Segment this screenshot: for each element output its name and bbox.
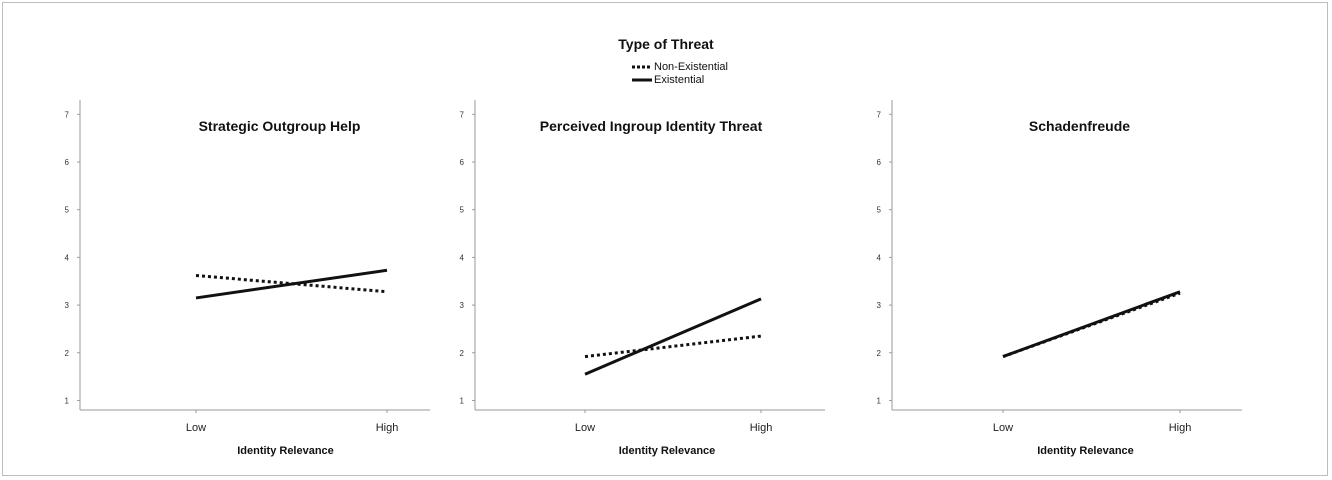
panel-3-title: Schadenfreude xyxy=(1029,118,1130,134)
panel-1-y-tick-label: 7 xyxy=(65,110,70,119)
legend: Type of Threat Non-Existential Existenti… xyxy=(0,36,1332,96)
panel-1-y-tick-label: 2 xyxy=(65,349,70,358)
panel-2-title: Perceived Ingroup Identity Threat xyxy=(540,118,763,134)
panel-2-y-tick-label: 6 xyxy=(460,158,465,167)
legend-title: Type of Threat xyxy=(618,36,714,52)
panel-3-y-tick-label: 5 xyxy=(877,206,882,215)
panel-1-y-tick-label: 5 xyxy=(65,206,70,215)
panel-3-series-existential xyxy=(1002,290,1181,358)
panel-3-y-tick-label: 1 xyxy=(877,396,882,405)
panel-2-y-tick-label: 7 xyxy=(460,110,465,119)
panel-2-y-tick-label: 1 xyxy=(460,396,465,405)
panel-3-y-tick-label: 4 xyxy=(877,253,882,262)
panel-2-y-tick-label: 4 xyxy=(460,253,465,262)
panel-3-y-tick-label: 7 xyxy=(877,110,882,119)
panel-3-x-axis-label: Identity Relevance xyxy=(1037,445,1134,457)
panel-1-y-tick-label: 3 xyxy=(65,301,70,310)
panel-2-y-tick-label: 5 xyxy=(460,206,465,215)
panel-1-x-axis-label: Identity Relevance xyxy=(237,445,334,457)
panel-2-x-axis-label: Identity Relevance xyxy=(619,445,716,457)
panel-2-y-tick-label: 2 xyxy=(460,349,465,358)
panel-2-x-tick-label-low: Low xyxy=(575,422,595,434)
panel-1-y-tick-label: 1 xyxy=(65,396,70,405)
panel-1-series-non-existential xyxy=(195,274,388,294)
panel-3-y-tick-label: 6 xyxy=(877,158,882,167)
panel-3-x-tick-label-high: High xyxy=(1169,422,1192,434)
legend-label-non-existential: Non-Existential xyxy=(654,61,728,73)
legend-label-existential: Existential xyxy=(654,74,705,86)
panel-1-series-existential xyxy=(195,268,388,300)
panel-3-x-tick-label-low: Low xyxy=(993,422,1013,434)
panel-1-y-tick-label: 4 xyxy=(65,253,70,262)
dotted-line-swatch-icon xyxy=(632,65,652,69)
panel-2-y-tick-label: 3 xyxy=(460,301,465,310)
panel-1-x-tick-label-high: High xyxy=(376,422,399,434)
panel-2-x-tick-label-high: High xyxy=(750,422,773,434)
panel-1-x-tick-label-low: Low xyxy=(186,422,206,434)
panel-1-y-tick-label: 6 xyxy=(65,158,70,167)
panel-3-y-tick-label: 2 xyxy=(877,349,882,358)
panel-1-title: Strategic Outgroup Help xyxy=(199,118,361,134)
panel-2-series-existential xyxy=(584,297,762,376)
solid-line-swatch-icon xyxy=(632,78,652,82)
panel-2-series-non-existential xyxy=(584,334,762,359)
panel-3-y-tick-label: 3 xyxy=(877,301,882,310)
